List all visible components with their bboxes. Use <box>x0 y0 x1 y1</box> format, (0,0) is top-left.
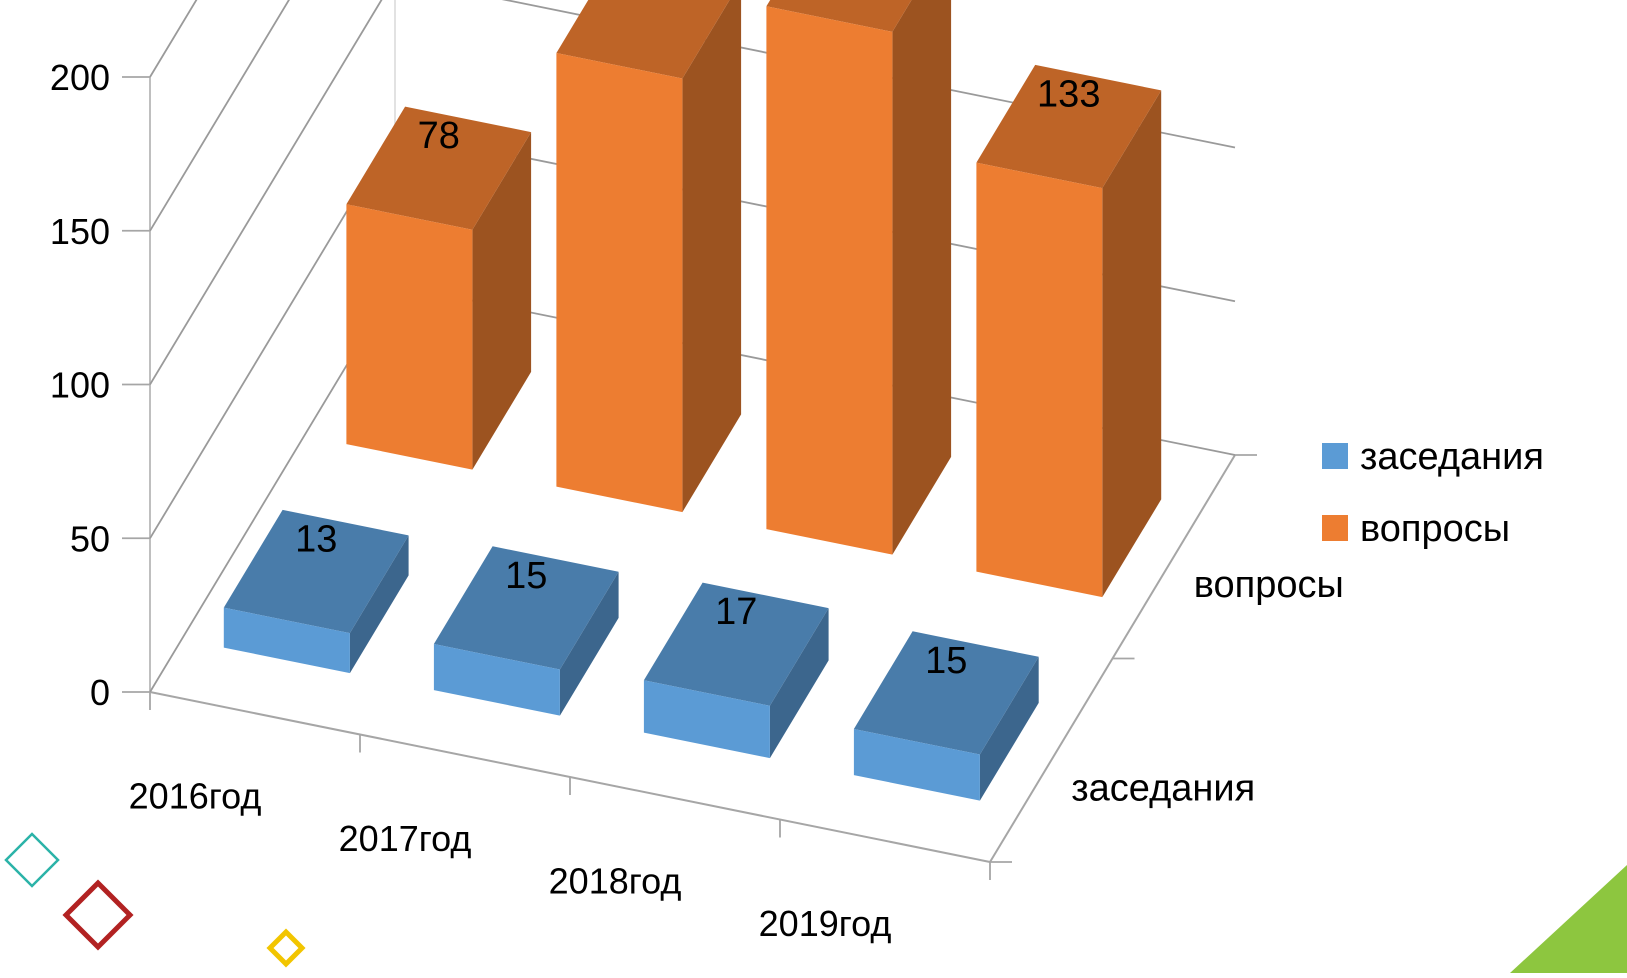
data-label: 141 <box>617 0 680 6</box>
y-tick-label: 200 <box>50 57 110 98</box>
bar-front-face <box>976 162 1103 598</box>
legend-swatch <box>1322 515 1348 541</box>
teal-diamond-shape <box>4 832 60 888</box>
depth-axis-label: заседания <box>1071 767 1255 809</box>
gridline <box>149 0 290 232</box>
x-category-label: 2019год <box>759 903 892 944</box>
slide-decorations <box>4 832 1627 973</box>
data-label: 17 <box>715 591 757 633</box>
data-label: 15 <box>505 555 547 597</box>
bar-top-face <box>556 0 730 79</box>
bar-top-face <box>976 64 1162 189</box>
y-tick-label: 100 <box>50 365 110 406</box>
bar-1-2 <box>766 0 952 555</box>
bar-side-face <box>472 132 532 470</box>
legend-swatch <box>1322 443 1348 469</box>
bar-1-0 <box>346 106 532 470</box>
bar-top-face <box>766 0 912 32</box>
bar-front-face <box>556 53 683 513</box>
bar-top-face <box>433 546 619 670</box>
bar-side-face <box>979 656 1039 801</box>
bar-side-face <box>559 571 619 716</box>
bar-0-0 <box>223 509 409 674</box>
yellow-diamond-shape <box>266 928 306 968</box>
bar-0-2 <box>643 582 829 759</box>
data-labels: 7814117013313151715 <box>295 0 1100 682</box>
x-axis-labels: 2016год 2017год 2018год 2019год <box>129 775 892 944</box>
bar-front-face <box>223 607 350 674</box>
bar-top-face <box>853 631 1039 755</box>
y-tick-label: 50 <box>70 518 110 559</box>
gridline <box>149 0 1236 385</box>
bar-side-face <box>682 0 742 513</box>
legend: заседания вопросы <box>1322 436 1544 550</box>
bar-top-face <box>643 582 829 706</box>
bar-1-1 <box>556 0 742 513</box>
bar-side-face <box>892 0 952 555</box>
data-label: 133 <box>1037 74 1100 116</box>
bar-side-face <box>1102 90 1162 598</box>
bar-front-face <box>766 6 893 555</box>
bar-1-3 <box>976 64 1162 598</box>
depth-axis-labels: вопросы заседания <box>1071 564 1344 810</box>
bar-top-face <box>223 509 409 634</box>
depth-axis-label: вопросы <box>1194 564 1344 606</box>
bar-top-face <box>346 106 532 230</box>
red-diamond-shape <box>62 879 134 951</box>
y-axis-ticks: 0 50 100 150 200 <box>50 57 110 713</box>
green-corner-shape <box>1510 865 1627 973</box>
data-label: 78 <box>418 115 460 157</box>
bar-side-face <box>349 535 409 674</box>
x-category-label: 2018год <box>549 860 682 901</box>
x-category-label: 2016год <box>129 775 262 816</box>
bar-front-face <box>433 644 560 716</box>
data-label: 13 <box>295 519 337 561</box>
bars <box>223 0 1162 801</box>
legend-label: заседания <box>1360 436 1544 478</box>
legend-label: вопросы <box>1360 508 1510 550</box>
bar-0-3 <box>853 631 1039 801</box>
bar-front-face <box>853 729 980 801</box>
x-category-label: 2017год <box>339 818 472 859</box>
y-tick-label: 0 <box>90 672 110 713</box>
bar-front-face <box>346 204 473 470</box>
bar-front-face <box>643 680 770 759</box>
y-tick-label: 150 <box>50 211 110 252</box>
bar-side-face <box>769 608 829 759</box>
bar-0-1 <box>433 546 619 716</box>
data-label: 15 <box>925 640 967 682</box>
